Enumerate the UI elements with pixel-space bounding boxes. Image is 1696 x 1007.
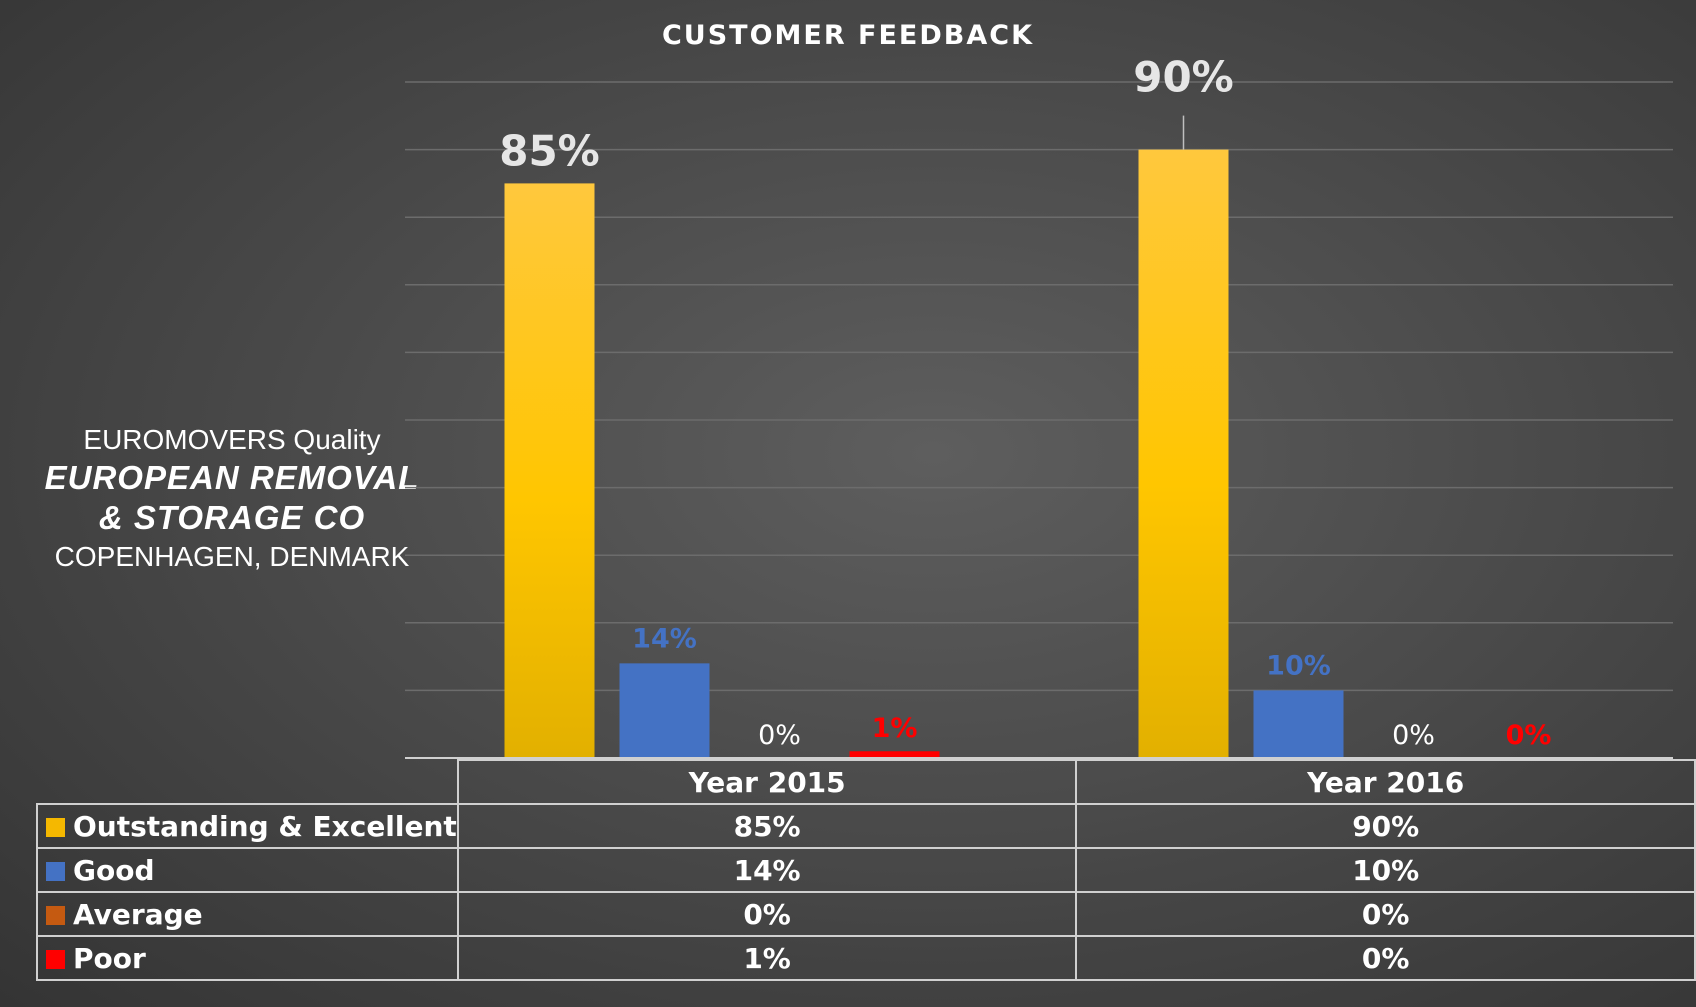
company-tagline: EUROMOVERS Quality xyxy=(83,424,381,455)
table-row: Average 0% 0% xyxy=(36,891,1696,937)
legend-entry: Good xyxy=(36,847,459,893)
data-label-1-1: 10% xyxy=(1266,650,1331,681)
legend-swatch xyxy=(46,817,65,837)
bars xyxy=(405,149,1673,759)
bar-outstanding-excellent-1 xyxy=(1138,149,1229,759)
table-cell: 10% xyxy=(1075,847,1696,893)
table-cell: 1% xyxy=(456,935,1078,981)
table-row: Good 14% 10% xyxy=(36,847,1696,893)
legend-swatch xyxy=(46,861,65,881)
legend-label: Good xyxy=(73,853,155,887)
legend-entry: Outstanding & Excellent xyxy=(36,803,459,849)
table-cell: 90% xyxy=(1075,803,1696,849)
data-label-2-1: 0% xyxy=(1392,720,1435,751)
data-label-0-0: 85% xyxy=(499,126,600,175)
legend-label: Outstanding & Excellent xyxy=(73,809,457,843)
data-label-2-0: 0% xyxy=(758,720,801,751)
table-header-row: Year 2015 Year 2016 xyxy=(37,759,1696,805)
data-label-0-1: 90% xyxy=(1133,53,1234,102)
table-row: Outstanding & Excellent 85% 90% xyxy=(36,803,1696,849)
legend-entry: Average xyxy=(36,891,459,937)
data-label-3-1: 0% xyxy=(1506,720,1552,751)
table-header-year-2016: Year 2016 xyxy=(1075,759,1696,805)
legend-swatch xyxy=(46,905,65,925)
table-cell: 85% xyxy=(456,803,1078,849)
gridlines xyxy=(405,81,1673,692)
bar-outstanding-excellent-0 xyxy=(504,183,595,758)
company-location: COPENHAGEN, DENMARK xyxy=(54,541,410,572)
data-label-3-0: 1% xyxy=(872,713,918,744)
data-table: Year 2015 Year 2016 Outstanding & Excell… xyxy=(36,759,1696,981)
legend-label: Average xyxy=(73,897,203,931)
legend-entry: Poor xyxy=(36,935,459,981)
table-cell: 0% xyxy=(456,891,1078,937)
legend-swatch xyxy=(46,949,65,969)
table-cell: 0% xyxy=(1075,935,1696,981)
bar-good-1 xyxy=(1253,690,1344,758)
company-name: EUROPEAN REMOVAL & STORAGE CO xyxy=(44,459,420,536)
data-labels: 85% 14% 0% 1% 90% 10% 0% 0% xyxy=(499,53,1551,751)
table-header-year-2015: Year 2015 xyxy=(456,759,1078,805)
legend-label: Poor xyxy=(73,941,146,975)
chart-title: CUSTOMER FEEDBACK xyxy=(661,20,1034,51)
bar-poor-0 xyxy=(849,751,940,758)
table-cell: 14% xyxy=(456,847,1078,893)
company-block: EUROMOVERS Quality EUROPEAN REMOVAL & ST… xyxy=(20,422,444,576)
table-cell: 0% xyxy=(1075,891,1696,937)
data-label-1-0: 14% xyxy=(632,623,697,654)
bar-chart: 85% 14% 0% 1% 90% 10% 0% 0% xyxy=(405,53,1673,759)
table-row: Poor 1% 0% xyxy=(36,935,1696,981)
bar-good-0 xyxy=(619,663,710,758)
table-corner xyxy=(37,760,459,805)
